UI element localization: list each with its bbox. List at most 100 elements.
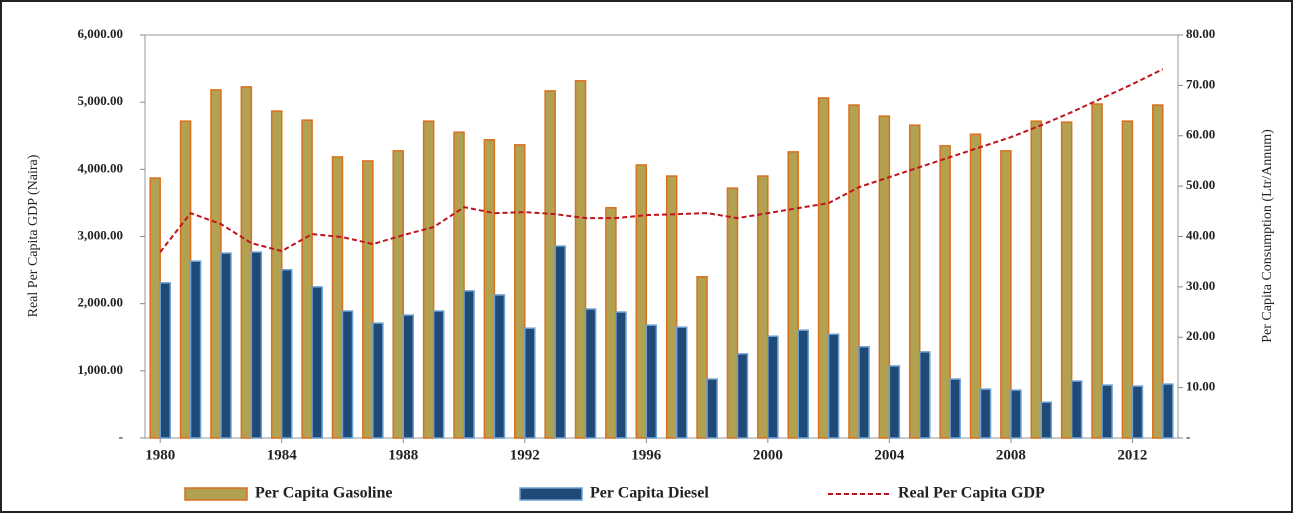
x-tick-label: 1984 [267,447,298,463]
bar [280,268,293,439]
legend-label: Real Per Capita GDP [898,485,1045,502]
bar [584,308,597,439]
bar [665,175,678,439]
bar [524,327,536,439]
bar [878,115,891,439]
bar [736,353,749,439]
y-tick-label: 1,000.00 [78,362,124,377]
bar [574,80,587,439]
x-tick-label: 1996 [631,447,662,463]
bar [605,207,617,439]
bar [220,252,232,439]
bar [362,160,374,439]
bar [969,133,982,439]
y2-tick-label: 60.00 [1186,127,1215,142]
bar [817,97,830,439]
bar [210,89,222,439]
bar [311,286,323,439]
bar [827,333,840,439]
bar [463,290,475,439]
bar [159,282,171,439]
bar [797,329,809,439]
bar [1030,120,1043,439]
bar [1101,384,1113,439]
bar [493,294,506,439]
bar [554,245,566,439]
bar [1040,401,1053,439]
y-tick-label: 3,000.00 [78,227,124,242]
bar [1152,104,1164,439]
bar [888,365,901,439]
bar [787,151,799,439]
bar [453,131,465,439]
y-tick-label: 5,000.00 [78,93,124,108]
x-tick-label: 2000 [753,447,783,463]
y2-tick-label: - [1186,429,1190,444]
bar [1070,380,1083,439]
y-tick-label: 4,000.00 [78,160,124,175]
bar [341,310,354,439]
y-axis-title: Real Per Capita GDP (Naira) [26,154,41,317]
bar [858,346,870,439]
bar [301,119,313,439]
bar [483,139,496,439]
y2-tick-label: 40.00 [1186,227,1215,242]
x-tick-label: 2012 [1117,447,1147,463]
y2-tick-label: 70.00 [1186,76,1215,91]
bar [1162,383,1174,439]
bar [939,145,951,439]
x-tick-label: 2008 [996,447,1026,463]
line [159,68,1164,253]
legend-label: Per Capita Gasoline [255,485,392,502]
bar [514,144,526,439]
legend-swatch [519,487,583,501]
bar [544,90,556,439]
bar [189,260,202,439]
x-tick-label: 1980 [145,447,175,463]
y2-tick-label: 10.00 [1186,379,1215,394]
bar [848,104,860,439]
bar [767,335,779,439]
bar [372,322,384,439]
x-tick-label: 1992 [510,447,540,463]
bar [696,276,708,439]
y-tick-label: 6,000.00 [78,26,124,41]
plot-area [144,34,1179,439]
bar [949,378,961,439]
bar [402,314,415,439]
y2-tick-label: 30.00 [1186,278,1215,293]
bar [726,187,739,439]
y2-axis-title: Per Capita Consumption (Ltr/Annum) [1260,129,1275,343]
bar [635,164,648,439]
bar [250,251,263,439]
bar [432,310,445,439]
bar [675,326,688,439]
bar [331,156,344,439]
y-tick-label: 2,000.00 [78,295,124,310]
bar [979,388,992,439]
bar [240,86,253,439]
bar [422,120,435,439]
bar [1060,121,1073,439]
y2-tick-label: 50.00 [1186,177,1215,192]
y-tick-label: - [119,429,123,444]
bar [1131,385,1144,439]
bar [392,150,404,439]
y2-tick-label: 20.00 [1186,328,1215,343]
bar [1091,103,1103,439]
bar [645,324,658,439]
bar [1000,150,1012,439]
bar [919,351,931,439]
bar [908,124,921,439]
bar [615,311,627,439]
bar [149,177,161,439]
bar [706,378,718,439]
x-tick-label: 2004 [874,447,905,463]
legend-swatch [184,487,248,501]
y2-tick-label: 80.00 [1186,26,1215,41]
bar [757,175,769,439]
bar [1121,120,1134,439]
bar [179,120,192,439]
legend-label: Per Capita Diesel [590,485,709,502]
